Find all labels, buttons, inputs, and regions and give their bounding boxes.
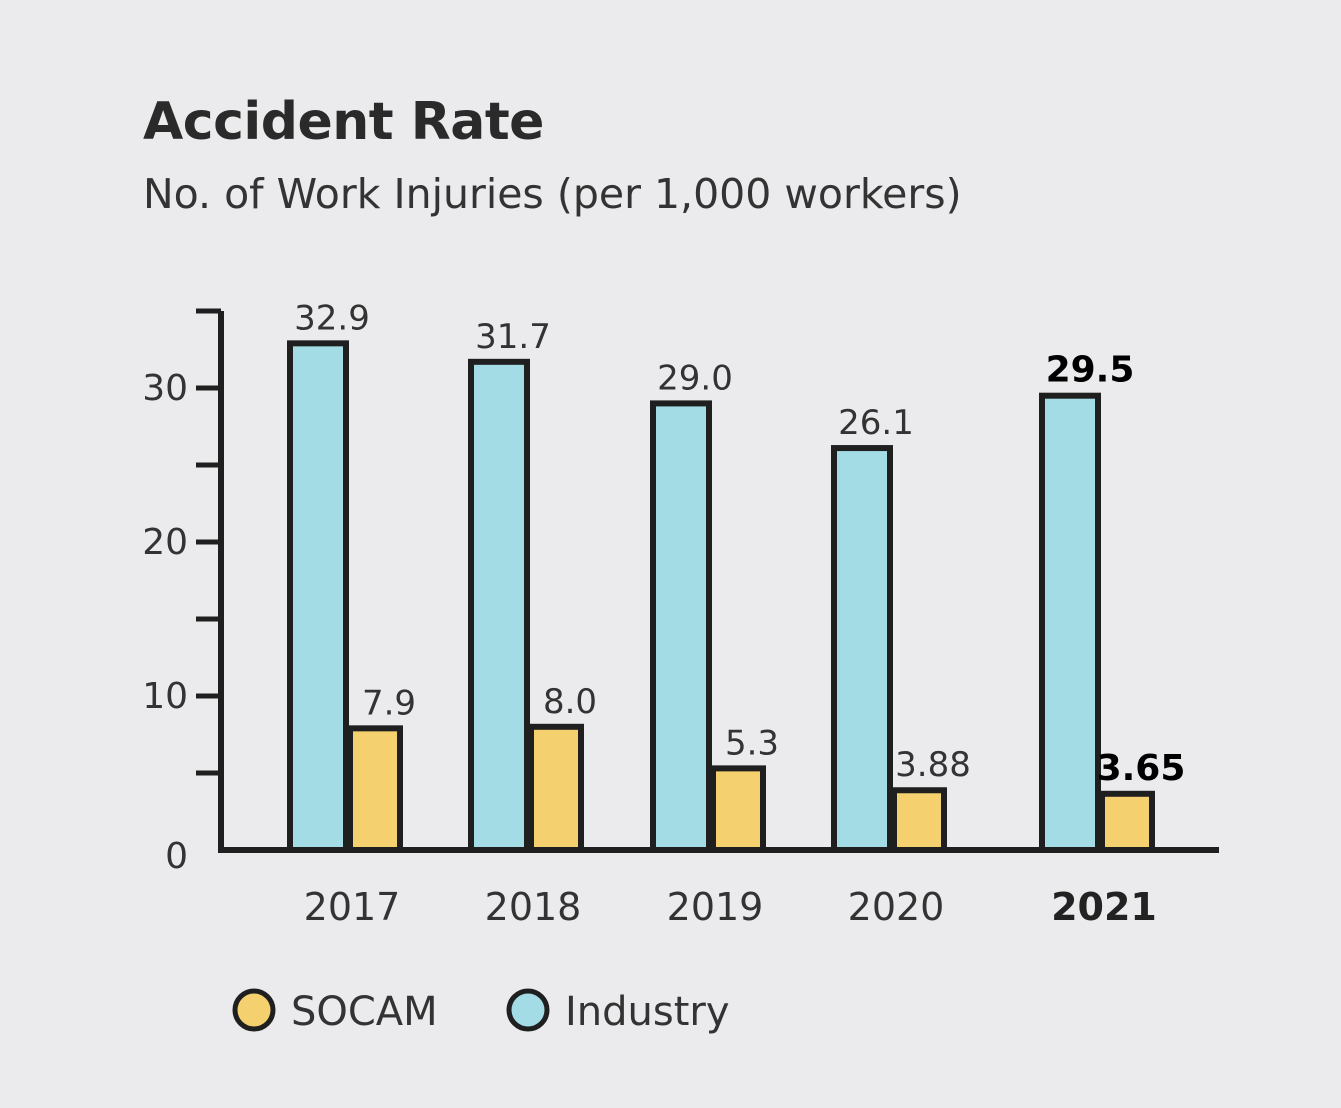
chart-subtitle: No. of Work Injuries (per 1,000 workers) [143,170,962,218]
y-tick-label: 0 [165,836,188,877]
chart-title: Accident Rate [143,92,544,152]
bar-socam-2017 [347,725,403,854]
bar-industry-2018 [468,358,530,853]
bar-industry-2017 [287,340,349,853]
value-label-industry-2019: 29.0 [657,358,733,398]
bar-socam-2021 [1099,790,1155,853]
value-label-socam-2020: 3.88 [895,745,971,785]
y-tick-label: 20 [142,522,188,563]
x-tick-label-2020: 2020 [848,885,945,929]
legend-label-socam: SOCAM [291,989,438,1035]
x-tick-label-2019: 2019 [667,885,764,929]
value-label-socam-2021: 3.65 [1097,748,1186,789]
x-tick-label-2021: 2021 [1051,885,1157,929]
bar-industry-2021 [1039,392,1101,853]
value-label-industry-2020: 26.1 [838,403,914,443]
legend-label-industry: Industry [565,989,730,1035]
value-label-industry-2018: 31.7 [475,317,551,357]
value-label-socam-2017: 7.9 [362,683,416,723]
bar-industry-2020 [831,445,893,853]
value-label-industry-2017: 32.9 [294,298,370,338]
x-tick-label-2017: 2017 [304,885,401,929]
bar-industry-2019 [650,400,712,853]
bar-socam-2018 [528,723,584,853]
bar-socam-2020 [891,787,947,853]
legend-swatch-industry [506,988,550,1032]
value-label-socam-2018: 8.0 [543,682,597,722]
legend-swatch-socam [232,988,276,1032]
value-label-socam-2019: 5.3 [725,723,779,763]
y-tick-label: 10 [142,676,188,717]
bar-socam-2019 [710,765,766,854]
x-tick-label-2018: 2018 [485,885,582,929]
y-tick-label: 30 [142,368,188,409]
value-label-industry-2021: 29.5 [1046,350,1135,391]
